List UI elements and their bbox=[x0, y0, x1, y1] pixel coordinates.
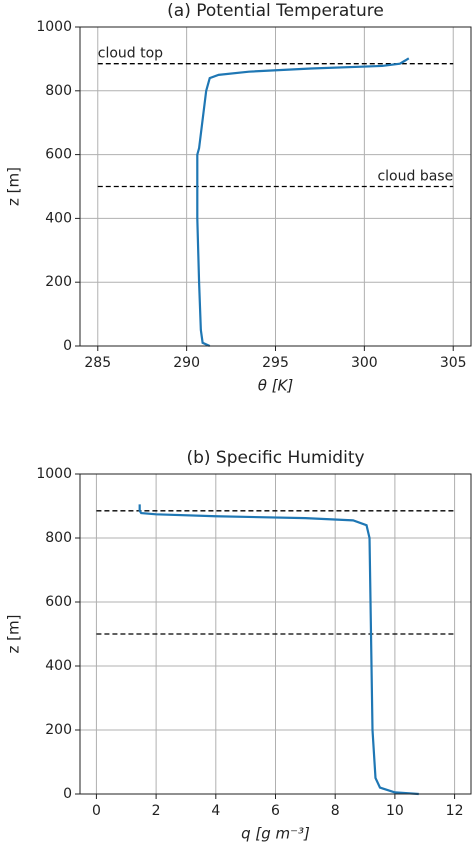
y-tick-label: 400 bbox=[45, 210, 72, 226]
y-axis-label: z [m] bbox=[5, 167, 23, 206]
chart-title: (a) Potential Temperature bbox=[167, 1, 384, 21]
x-tick-label: 290 bbox=[173, 355, 200, 371]
y-axis-label: z [m] bbox=[5, 615, 23, 654]
y-tick-label: 800 bbox=[45, 530, 72, 546]
profile-line bbox=[138, 504, 419, 796]
x-tick-label: 8 bbox=[331, 803, 340, 819]
y-tick-label: 600 bbox=[45, 594, 72, 610]
reference-label: cloud top bbox=[98, 46, 163, 62]
reference-label: cloud base bbox=[377, 169, 453, 185]
y-tick-label: 200 bbox=[45, 722, 72, 738]
y-tick-label: 1000 bbox=[36, 19, 72, 35]
y-tick-label: 800 bbox=[45, 83, 72, 99]
x-tick-label: 6 bbox=[271, 803, 280, 819]
x-tick-label: 295 bbox=[262, 355, 289, 371]
chart-title: (b) Specific Humidity bbox=[186, 448, 364, 468]
x-tick-label: 305 bbox=[440, 355, 467, 371]
x-tick-label: 12 bbox=[446, 803, 464, 819]
x-tick-label: 2 bbox=[152, 803, 161, 819]
axes-frame bbox=[79, 26, 472, 347]
y-tick-label: 200 bbox=[45, 274, 72, 290]
y-tick-label: 600 bbox=[45, 147, 72, 163]
x-tick-label: 0 bbox=[92, 803, 101, 819]
x-tick-label: 10 bbox=[386, 803, 404, 819]
y-tick-label: 0 bbox=[63, 338, 72, 354]
y-tick-label: 1000 bbox=[36, 466, 72, 482]
axes-frame bbox=[79, 473, 472, 795]
x-axis-label: θ [K] bbox=[258, 377, 294, 395]
y-tick-label: 0 bbox=[63, 786, 72, 802]
x-axis-label: q [g m⁻³] bbox=[241, 825, 310, 843]
y-tick-label: 400 bbox=[45, 658, 72, 674]
x-tick-label: 300 bbox=[351, 355, 378, 371]
x-tick-label: 285 bbox=[84, 355, 111, 371]
profile-line bbox=[196, 57, 410, 348]
x-tick-label: 4 bbox=[211, 803, 220, 819]
